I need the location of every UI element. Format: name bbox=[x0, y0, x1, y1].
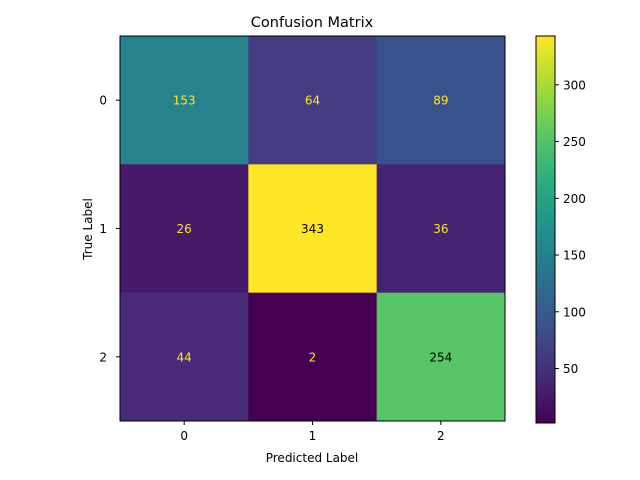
colorbar-gradient bbox=[535, 35, 556, 424]
cell-value-label: 254 bbox=[429, 350, 452, 364]
colorbar-tick-label: 50 bbox=[563, 362, 578, 376]
heatmap-cell bbox=[376, 36, 506, 165]
x-tick-label: 2 bbox=[437, 429, 445, 443]
heatmap-cell bbox=[376, 292, 506, 422]
cell-value-label: 89 bbox=[433, 94, 448, 108]
y-tick-label: 2 bbox=[99, 350, 107, 364]
x-tick-label: 0 bbox=[180, 429, 188, 443]
heatmap-cell bbox=[120, 164, 249, 294]
cell-value-label: 26 bbox=[177, 222, 192, 236]
colorbar-tick-label: 100 bbox=[563, 305, 586, 319]
cell-value-label: 36 bbox=[433, 222, 448, 236]
colorbar-tick-label: 150 bbox=[563, 249, 586, 263]
heatmap-cell bbox=[248, 164, 378, 294]
heatmap-cell bbox=[376, 164, 506, 294]
cell-value-label: 64 bbox=[305, 94, 320, 108]
heatmap-cell bbox=[120, 36, 249, 165]
cell-value-label: 343 bbox=[301, 222, 324, 236]
y-tick-label: 0 bbox=[99, 94, 107, 108]
y-axis-label: True Label bbox=[81, 198, 95, 261]
heatmap-cell bbox=[120, 292, 249, 422]
chart-title: Confusion Matrix bbox=[251, 15, 374, 31]
heatmap-cell bbox=[248, 292, 378, 422]
cell-value-label: 153 bbox=[173, 94, 196, 108]
axes: 0 1 2 0 1 2 bbox=[99, 35, 506, 443]
colorbar-tick-label: 200 bbox=[563, 192, 586, 206]
heatmap-cell bbox=[248, 36, 378, 165]
heatmap-cells: 153 64 89 26 343 36 44 2 254 bbox=[120, 36, 506, 422]
colorbar-tick-label: 250 bbox=[563, 135, 586, 149]
x-axis-label: Predicted Label bbox=[266, 451, 359, 465]
colorbar: 50 100 150 200 250 300 bbox=[535, 35, 586, 424]
cell-value-label: 44 bbox=[177, 350, 192, 364]
cell-value-label: 2 bbox=[309, 350, 317, 364]
colorbar-tick-label: 300 bbox=[563, 78, 586, 92]
x-tick-label: 1 bbox=[309, 429, 317, 443]
y-tick-label: 1 bbox=[99, 222, 107, 236]
